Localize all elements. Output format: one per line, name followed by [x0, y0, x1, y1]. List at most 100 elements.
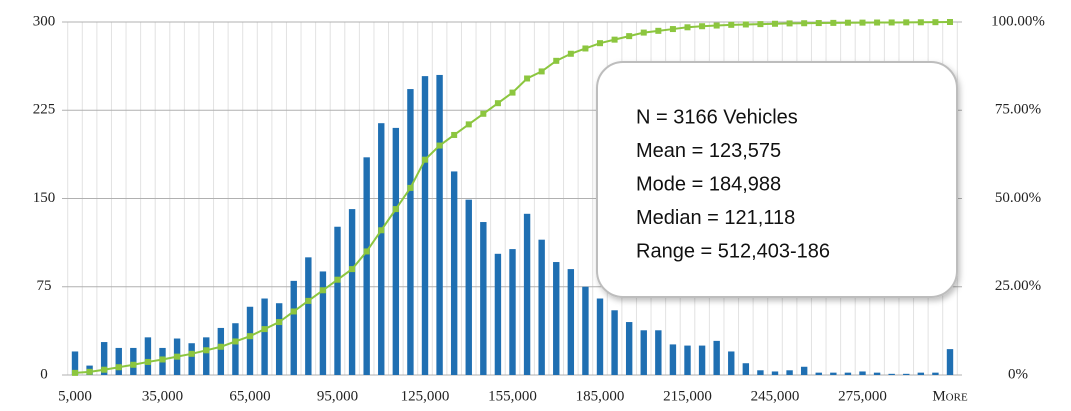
line-marker	[742, 21, 749, 28]
annotation-box: N = 3166 Vehicles Mean = 123,575 Mode = 18…	[596, 61, 958, 298]
line-marker	[188, 350, 195, 357]
annotation-background	[596, 61, 958, 298]
line-marker	[276, 319, 283, 326]
line-marker	[801, 20, 808, 27]
bar	[917, 372, 925, 375]
x-tick-label: 35,000	[142, 388, 183, 404]
line-marker	[538, 68, 545, 75]
bar	[684, 345, 691, 375]
bar	[859, 371, 866, 375]
line-marker	[640, 29, 647, 36]
bar	[596, 298, 604, 375]
bar	[625, 322, 633, 375]
line-marker	[232, 338, 239, 345]
annotation-line: Range = 512,403-186	[636, 240, 830, 262]
line-marker	[903, 19, 910, 26]
line-marker	[451, 131, 458, 138]
bar	[669, 344, 677, 375]
bar	[436, 74, 443, 375]
bar	[232, 323, 239, 375]
line-marker	[553, 57, 560, 64]
line-marker	[407, 184, 414, 191]
line-marker	[947, 19, 953, 25]
bar	[480, 222, 487, 375]
bar	[800, 366, 808, 375]
line-marker	[859, 19, 866, 26]
bar	[757, 370, 764, 375]
y2-tick-label: 100.00%	[991, 13, 1045, 29]
x-tick-label: More	[932, 388, 968, 404]
bar	[217, 327, 225, 375]
y-tick-label: 300	[33, 13, 56, 29]
bar	[728, 351, 735, 375]
bar	[523, 213, 531, 375]
line-marker	[203, 347, 210, 354]
x-tick-label: 215,000	[663, 388, 712, 404]
line-marker	[334, 276, 341, 283]
annotation-line: Median = 121,118	[636, 207, 795, 229]
y2-tick-label: 50.00%	[995, 190, 1041, 206]
bar	[392, 127, 400, 376]
y-tick-label: 150	[33, 190, 56, 206]
bar	[290, 280, 297, 375]
bar	[348, 209, 356, 375]
line-marker	[319, 287, 326, 294]
line-marker	[786, 20, 793, 27]
line-marker	[932, 19, 939, 26]
bar	[946, 349, 954, 375]
x-tick-label: 275,000	[838, 388, 887, 404]
bar	[115, 347, 122, 375]
line-marker	[757, 21, 764, 28]
bar	[450, 171, 458, 375]
bar	[407, 89, 414, 375]
bar	[261, 298, 268, 375]
line-marker	[597, 40, 603, 47]
line-marker	[72, 369, 78, 376]
x-tick-label: 245,000	[751, 388, 800, 404]
bar	[873, 372, 881, 375]
annotation-line: Mode = 184,988	[636, 173, 781, 195]
bar	[771, 371, 779, 375]
bar	[319, 271, 327, 375]
line-marker	[101, 366, 108, 373]
bar	[844, 372, 852, 375]
y-tick-label: 0	[40, 366, 48, 382]
line-marker	[349, 266, 356, 273]
line-marker	[130, 361, 137, 368]
bar	[144, 337, 152, 375]
bar	[932, 372, 939, 375]
line-marker	[465, 121, 472, 128]
y2-tick-label: 75.00%	[995, 102, 1041, 118]
plot	[71, 19, 954, 376]
line-marker	[159, 356, 166, 363]
line-marker	[436, 142, 443, 149]
line-marker	[830, 19, 837, 26]
line-marker	[917, 19, 924, 26]
line-marker	[713, 22, 720, 29]
x-tick-label: 5,000	[58, 388, 92, 404]
line-marker	[611, 36, 618, 43]
line-marker	[524, 75, 531, 82]
bar	[465, 199, 472, 375]
line-marker	[480, 110, 487, 117]
bar	[888, 373, 895, 375]
bar	[421, 76, 429, 376]
annotation-line: N = 3166 Vehicles	[636, 106, 798, 128]
line-marker	[699, 23, 706, 30]
y-tick-label: 225	[33, 102, 56, 118]
bar	[655, 330, 662, 375]
line-marker	[844, 19, 851, 26]
bar	[188, 343, 195, 375]
bar	[334, 226, 341, 375]
line-marker	[728, 21, 735, 28]
line-marker	[582, 45, 589, 52]
bar	[698, 345, 706, 375]
line-marker	[815, 20, 822, 27]
line-marker	[684, 24, 691, 31]
annotation-line: Mean = 123,575	[636, 140, 781, 162]
bar	[246, 306, 254, 375]
bar	[553, 262, 560, 375]
bar	[71, 351, 79, 375]
bar	[742, 363, 750, 375]
line-marker	[247, 333, 253, 340]
